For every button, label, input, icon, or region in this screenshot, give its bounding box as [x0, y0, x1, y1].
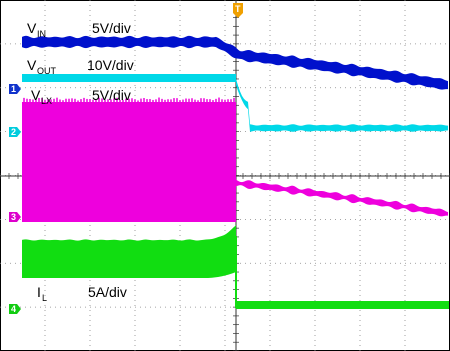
vin-trace — [22, 35, 448, 90]
trigger-marker-label: T — [235, 4, 241, 14]
il-trace-after — [236, 301, 449, 309]
channel-1-marker-label: 1 — [11, 84, 16, 94]
vlx-trace-band — [22, 102, 236, 222]
label-vlx-main: V — [31, 87, 41, 103]
channel-4-marker-shape — [9, 304, 21, 314]
channel-3-marker-shape — [9, 212, 21, 222]
channel-2-marker: 2 — [9, 127, 21, 137]
channel-2-marker-shape — [9, 127, 21, 137]
label-il-sub: L — [42, 293, 47, 303]
label-vin: V IN 5V/div — [27, 20, 131, 39]
trigger-marker-shape — [233, 3, 243, 18]
channel-1-marker-shape — [9, 84, 21, 94]
label-vout: V OUT 10V/div — [27, 57, 134, 76]
vlx-trace-after — [236, 179, 448, 217]
label-vout-scale: 10V/div — [87, 57, 134, 73]
channel-4-marker: 4 — [9, 304, 21, 314]
channel-3-marker: 3 — [9, 212, 21, 222]
label-vin-sub: IN — [37, 29, 46, 39]
label-vin-main: V — [27, 20, 37, 36]
channel-3-marker-label: 3 — [11, 212, 16, 222]
label-vout-main: V — [27, 57, 37, 73]
channel-2-marker-label: 2 — [11, 127, 16, 137]
vout-trace-before — [22, 74, 236, 82]
label-il: I L 5A/div — [37, 284, 127, 303]
channel-4-marker-label: 4 — [11, 304, 16, 314]
label-il-scale: 5A/div — [88, 284, 127, 300]
trigger-marker: T — [233, 3, 243, 18]
label-vlx-scale: 5V/div — [92, 87, 131, 103]
channel-1-marker: 1 — [9, 84, 21, 94]
vout-trace-after — [236, 78, 448, 132]
label-vin-scale: 5V/div — [92, 20, 131, 36]
traces — [22, 35, 449, 309]
label-il-main: I — [37, 284, 41, 300]
label-vlx: V LX 5V/div — [31, 87, 131, 106]
label-vlx-sub: LX — [41, 96, 52, 106]
il-trace-band — [22, 225, 236, 278]
label-vout-sub: OUT — [37, 66, 57, 76]
